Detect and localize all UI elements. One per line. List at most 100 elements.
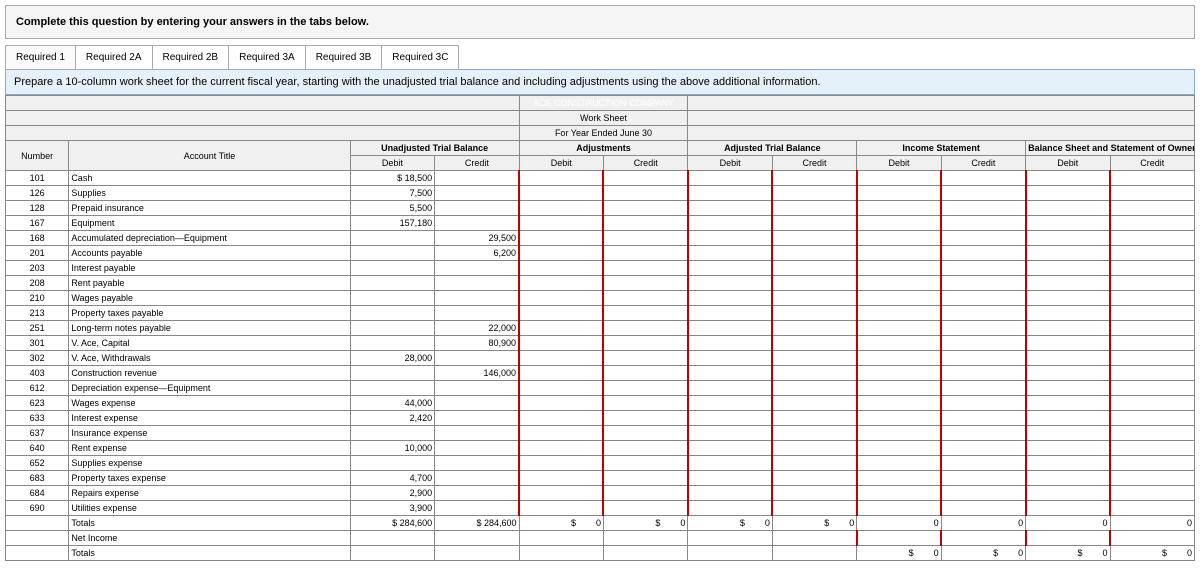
atb-debit-input[interactable] (688, 336, 772, 351)
tab-required-3b[interactable]: Required 3B (305, 45, 383, 70)
bs-debit-input[interactable] (1026, 486, 1110, 501)
atb-debit-input[interactable] (688, 396, 772, 411)
bs-credit-input[interactable] (1110, 441, 1194, 456)
is-credit-input[interactable] (941, 366, 1025, 381)
bs-credit-input[interactable] (1110, 291, 1194, 306)
net-income-bs-c[interactable] (1110, 531, 1194, 546)
is-credit-input[interactable] (941, 471, 1025, 486)
bs-debit-input[interactable] (1026, 171, 1110, 186)
adj-debit-input[interactable] (519, 231, 603, 246)
adj-debit-input[interactable] (519, 441, 603, 456)
bs-credit-input[interactable] (1110, 246, 1194, 261)
bs-debit-input[interactable] (1026, 411, 1110, 426)
atb-debit-input[interactable] (688, 321, 772, 336)
adj-credit-input[interactable] (603, 381, 687, 396)
bs-credit-input[interactable] (1110, 411, 1194, 426)
bs-debit-input[interactable] (1026, 186, 1110, 201)
adj-credit-input[interactable] (603, 186, 687, 201)
bs-debit-input[interactable] (1026, 321, 1110, 336)
is-debit-input[interactable] (857, 336, 941, 351)
is-credit-input[interactable] (941, 186, 1025, 201)
is-debit-input[interactable] (857, 411, 941, 426)
bs-credit-input[interactable] (1110, 366, 1194, 381)
tab-required-2b[interactable]: Required 2B (152, 45, 230, 70)
atb-debit-input[interactable] (688, 216, 772, 231)
is-credit-input[interactable] (941, 486, 1025, 501)
atb-debit-input[interactable] (688, 306, 772, 321)
adj-debit-input[interactable] (519, 186, 603, 201)
is-credit-input[interactable] (941, 321, 1025, 336)
adj-debit-input[interactable] (519, 321, 603, 336)
is-debit-input[interactable] (857, 351, 941, 366)
totals-bs-c[interactable]: 0 (1110, 516, 1194, 531)
atb-debit-input[interactable] (688, 381, 772, 396)
adj-debit-input[interactable] (519, 246, 603, 261)
is-debit-input[interactable] (857, 486, 941, 501)
atb-debit-input[interactable] (688, 471, 772, 486)
atb-credit-input[interactable] (772, 486, 856, 501)
bs-credit-input[interactable] (1110, 426, 1194, 441)
bs-credit-input[interactable] (1110, 261, 1194, 276)
bs-debit-input[interactable] (1026, 246, 1110, 261)
atb-debit-input[interactable] (688, 276, 772, 291)
bs-debit-input[interactable] (1026, 231, 1110, 246)
adj-credit-input[interactable] (603, 171, 687, 186)
atb-debit-input[interactable] (688, 186, 772, 201)
adj-debit-input[interactable] (519, 261, 603, 276)
is-debit-input[interactable] (857, 201, 941, 216)
atb-credit-input[interactable] (772, 456, 856, 471)
tab-required-3a[interactable]: Required 3A (228, 45, 306, 70)
totals-is-c[interactable]: 0 (941, 516, 1025, 531)
atb-credit-input[interactable] (772, 441, 856, 456)
bs-debit-input[interactable] (1026, 471, 1110, 486)
atb-debit-input[interactable] (688, 291, 772, 306)
bs-debit-input[interactable] (1026, 441, 1110, 456)
atb-credit-input[interactable] (772, 366, 856, 381)
atb-credit-input[interactable] (772, 231, 856, 246)
atb-credit-input[interactable] (772, 261, 856, 276)
tab-required-2a[interactable]: Required 2A (75, 45, 153, 70)
is-debit-input[interactable] (857, 441, 941, 456)
is-credit-input[interactable] (941, 246, 1025, 261)
adj-debit-input[interactable] (519, 396, 603, 411)
bs-debit-input[interactable] (1026, 336, 1110, 351)
is-debit-input[interactable] (857, 231, 941, 246)
atb-credit-input[interactable] (772, 411, 856, 426)
atb-debit-input[interactable] (688, 426, 772, 441)
totals-atb-d[interactable]: $ 0 (688, 516, 772, 531)
bs-debit-input[interactable] (1026, 306, 1110, 321)
adj-credit-input[interactable] (603, 501, 687, 516)
final-is-c[interactable]: $ 0 (941, 546, 1025, 561)
atb-credit-input[interactable] (772, 321, 856, 336)
is-debit-input[interactable] (857, 291, 941, 306)
is-credit-input[interactable] (941, 351, 1025, 366)
totals-is-d[interactable]: 0 (857, 516, 941, 531)
net-income-is-c[interactable] (941, 531, 1025, 546)
is-debit-input[interactable] (857, 276, 941, 291)
tab-required-1[interactable]: Required 1 (5, 45, 76, 70)
adj-debit-input[interactable] (519, 381, 603, 396)
atb-credit-input[interactable] (772, 501, 856, 516)
adj-credit-input[interactable] (603, 351, 687, 366)
final-bs-c[interactable]: $ 0 (1110, 546, 1194, 561)
atb-debit-input[interactable] (688, 366, 772, 381)
is-debit-input[interactable] (857, 471, 941, 486)
atb-debit-input[interactable] (688, 456, 772, 471)
bs-debit-input[interactable] (1026, 381, 1110, 396)
atb-credit-input[interactable] (772, 471, 856, 486)
net-income-is-d[interactable] (857, 531, 941, 546)
bs-credit-input[interactable] (1110, 471, 1194, 486)
is-debit-input[interactable] (857, 171, 941, 186)
atb-credit-input[interactable] (772, 426, 856, 441)
adj-debit-input[interactable] (519, 201, 603, 216)
is-credit-input[interactable] (941, 396, 1025, 411)
is-debit-input[interactable] (857, 366, 941, 381)
atb-debit-input[interactable] (688, 201, 772, 216)
is-credit-input[interactable] (941, 201, 1025, 216)
bs-credit-input[interactable] (1110, 201, 1194, 216)
adj-debit-input[interactable] (519, 456, 603, 471)
atb-debit-input[interactable] (688, 501, 772, 516)
adj-credit-input[interactable] (603, 231, 687, 246)
is-credit-input[interactable] (941, 306, 1025, 321)
is-credit-input[interactable] (941, 291, 1025, 306)
